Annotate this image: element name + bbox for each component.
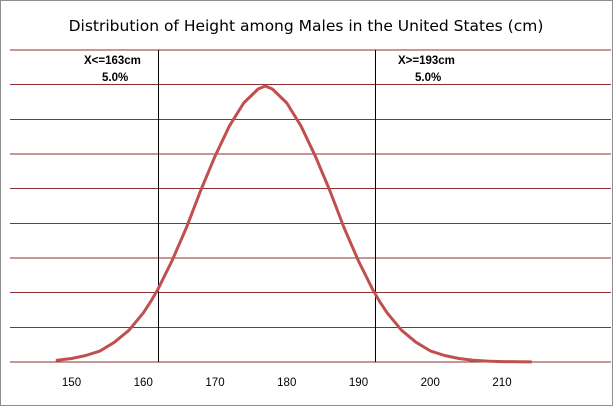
- x-tick-label: 150: [62, 377, 81, 389]
- threshold-lines: [157, 50, 377, 362]
- chart-title: Distribution of Height among Males in th…: [69, 17, 544, 35]
- tail-percentage-label: 5.0%: [102, 72, 128, 84]
- tail-percentage-label: 5.0%: [415, 72, 441, 84]
- x-tick-label: 180: [277, 377, 296, 389]
- x-tick-label: 170: [205, 377, 224, 389]
- series-group: [55, 84, 533, 364]
- gridlines: [10, 49, 611, 363]
- x-tick-label: 210: [492, 377, 511, 389]
- x-tick-label: 200: [421, 377, 440, 389]
- distribution-curve: [55, 84, 533, 364]
- x-tick-label: 190: [349, 377, 368, 389]
- x-tick-label: 160: [134, 377, 153, 389]
- annotations: X<=163cm 5.0% X>=193cm 5.0%: [84, 55, 455, 84]
- threshold-label: X<=163cm: [84, 55, 141, 67]
- x-axis-ticks: 150 160 170 180 190 200 210: [62, 377, 512, 389]
- threshold-label: X>=193cm: [398, 55, 455, 67]
